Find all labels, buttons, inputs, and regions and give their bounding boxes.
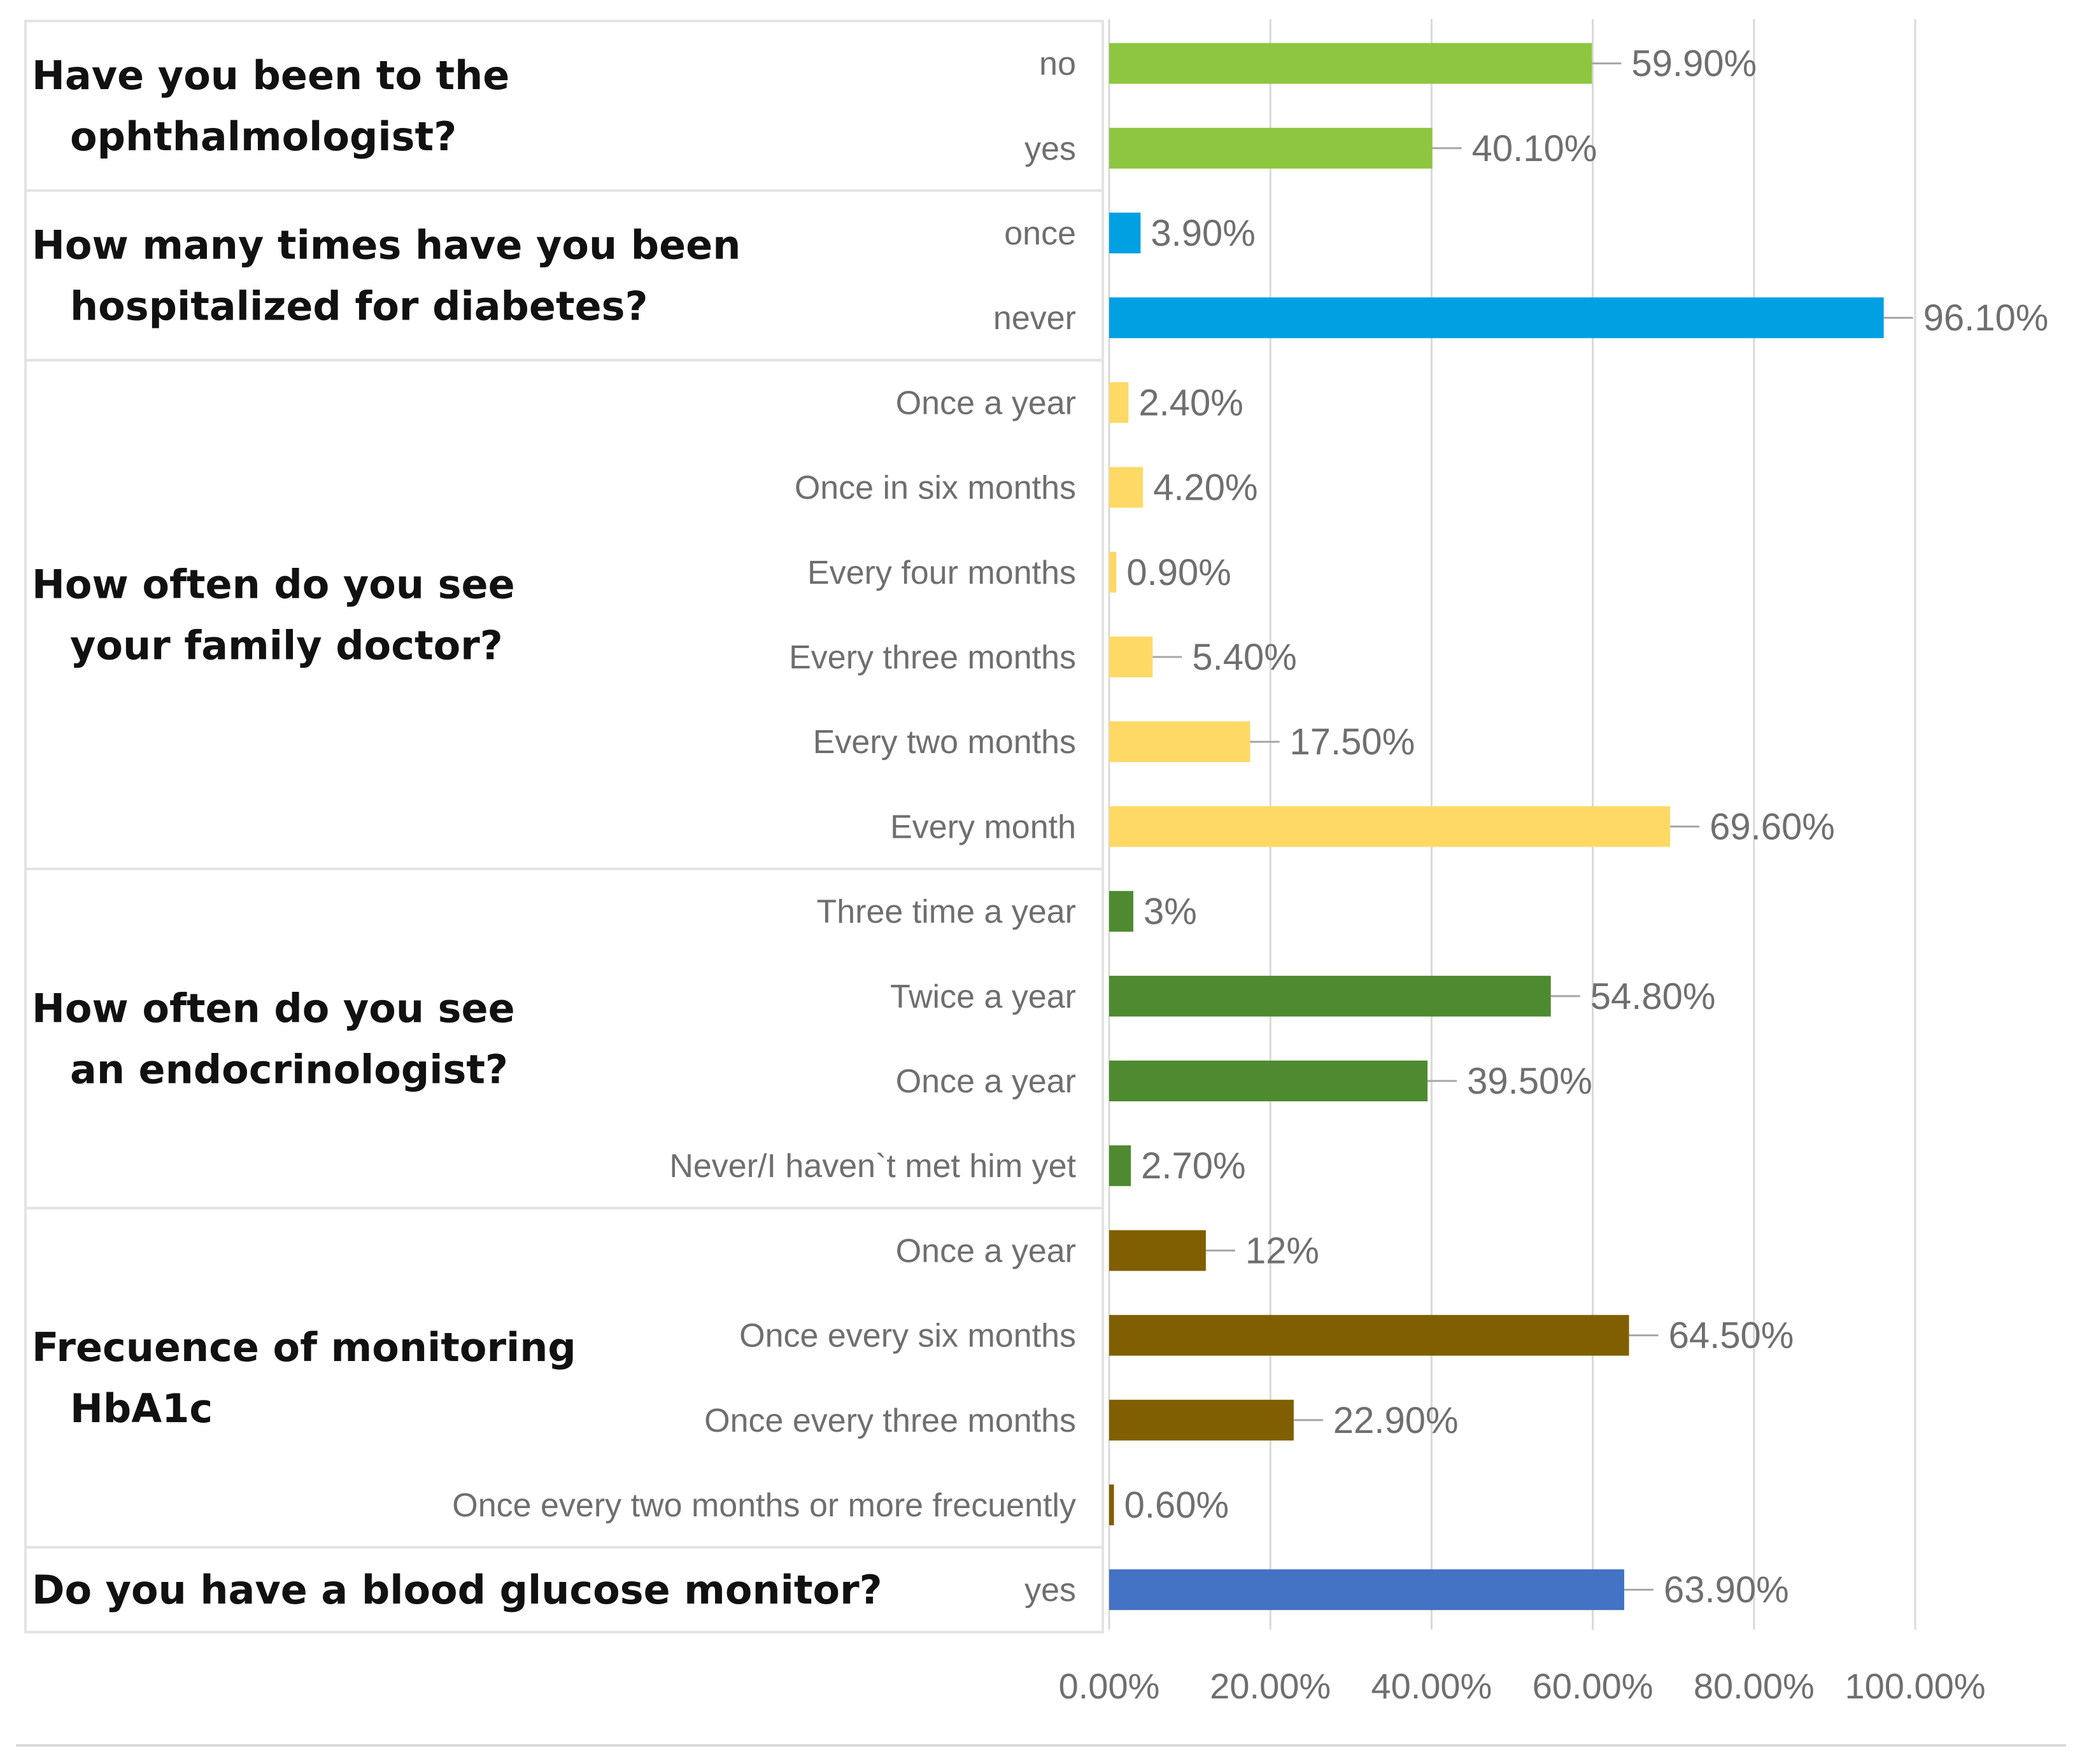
category-label: once: [1004, 215, 1076, 252]
bar: [1109, 127, 1433, 169]
question-panel: [24, 1546, 1104, 1633]
category-label: Every two months: [813, 724, 1076, 761]
question-panel: [24, 20, 1104, 192]
question-panel: [24, 358, 1104, 870]
question-title: Do you have a blood glucose monitor?: [32, 1567, 882, 1613]
value-label: 22.90%: [1333, 1400, 1459, 1441]
bar: [1109, 467, 1144, 508]
question-panel: [24, 1206, 1104, 1549]
value-label: 39.50%: [1467, 1061, 1592, 1102]
category-label: Three time a year: [817, 894, 1077, 931]
bar: [1109, 1569, 1624, 1611]
x-axis: 0.00% 20.00% 40.00% 60.00% 80.00% 100.00%: [16, 1666, 2066, 1747]
value-label: 3.90%: [1151, 213, 1255, 254]
category-label: Every month: [890, 808, 1076, 845]
question-title: Frecuence of monitoring HbA1c: [32, 1324, 576, 1432]
bars: [1109, 43, 1913, 1611]
value-label: 17.50%: [1290, 721, 1415, 763]
category-label: Once a year: [896, 385, 1076, 421]
value-label: 54.80%: [1590, 976, 1716, 1017]
bar: [1109, 1315, 1629, 1356]
category-label: Every three months: [789, 639, 1076, 676]
question-line: Frecuence of monitoring: [32, 1324, 576, 1371]
bar: [1109, 975, 1551, 1017]
bar: [1109, 806, 1671, 847]
value-label: 64.50%: [1669, 1315, 1794, 1357]
question-panel: [24, 189, 1104, 362]
value-label: 3%: [1144, 891, 1197, 933]
question-line: How often do you see: [32, 561, 515, 607]
bar: [1109, 551, 1117, 593]
question-line: Do you have a blood glucose monitor?: [32, 1567, 882, 1613]
question-line: Have you been to the: [32, 52, 509, 99]
category-label: Once every three months: [704, 1402, 1076, 1439]
x-tick-label: 60.00%: [1533, 1666, 1654, 1706]
value-label: 2.40%: [1138, 382, 1243, 423]
bar: [1109, 43, 1592, 84]
bar: [1109, 891, 1133, 932]
x-tick-label: 20.00%: [1210, 1666, 1331, 1706]
value-label: 2.70%: [1141, 1145, 1245, 1187]
category-label: Once a year: [896, 1063, 1076, 1100]
category-label: Once a year: [896, 1232, 1076, 1269]
bar: [1109, 382, 1129, 423]
bar: [1109, 637, 1153, 677]
bar: [1109, 213, 1141, 253]
bar: [1109, 1145, 1131, 1187]
question-line: HbA1c: [70, 1385, 213, 1432]
x-tick-label: 80.00%: [1694, 1666, 1815, 1706]
x-tick-label: 100.00%: [1845, 1666, 1985, 1706]
question-line: How many times have you been: [32, 222, 740, 269]
bar: [1109, 1230, 1206, 1271]
value-label: 69.60%: [1710, 806, 1835, 847]
value-label: 4.20%: [1153, 467, 1257, 509]
question-line: How often do you see: [32, 985, 515, 1031]
category-label: never: [993, 300, 1076, 337]
bar: [1109, 297, 1884, 339]
category-label: yes: [1024, 1572, 1076, 1609]
value-label: 0.60%: [1124, 1485, 1229, 1526]
category-label: Every four months: [807, 554, 1076, 591]
x-tick-label: 0.00%: [1059, 1666, 1160, 1706]
question-title: How often do you see an endocrinologist?: [32, 985, 515, 1092]
bar: [1109, 1061, 1428, 1101]
value-label: 0.90%: [1126, 552, 1231, 593]
category-label: no: [1039, 46, 1076, 83]
category-label: Twice a year: [890, 978, 1076, 1015]
question-line: an endocrinologist?: [70, 1046, 508, 1092]
bar: [1109, 721, 1250, 763]
value-label: 12%: [1245, 1230, 1319, 1271]
category-label: Once every two months or more frecuently: [452, 1487, 1076, 1524]
category-label: Once in six months: [795, 470, 1076, 507]
category-label: Never/I haven`t met him yet: [669, 1148, 1076, 1185]
value-label: 5.40%: [1192, 637, 1296, 678]
value-label: 40.10%: [1472, 128, 1597, 169]
question-line: hospitalized for diabetes?: [70, 283, 648, 330]
question-title: How often do you see your family doctor?: [32, 561, 515, 668]
question-line: your family doctor?: [70, 622, 503, 668]
x-tick-label: 40.00%: [1371, 1666, 1492, 1706]
bar: [1109, 1485, 1114, 1525]
value-label: 59.90%: [1631, 43, 1757, 85]
labels: Have you been to the ophthalmologist? no 59…: [32, 43, 2048, 1614]
category-label: Once every six months: [739, 1318, 1076, 1355]
bar: [1109, 1399, 1294, 1441]
question-panels: [24, 20, 1104, 1633]
question-panel: [24, 868, 1104, 1210]
question-title: Have you been to the ophthalmologist?: [32, 52, 509, 160]
category-label: yes: [1024, 131, 1076, 167]
question-title: How many times have you been hospitalized…: [32, 222, 740, 330]
value-label: 63.90%: [1664, 1569, 1789, 1611]
value-label: 96.10%: [1923, 297, 2049, 339]
question-line: ophthalmologist?: [70, 113, 457, 160]
